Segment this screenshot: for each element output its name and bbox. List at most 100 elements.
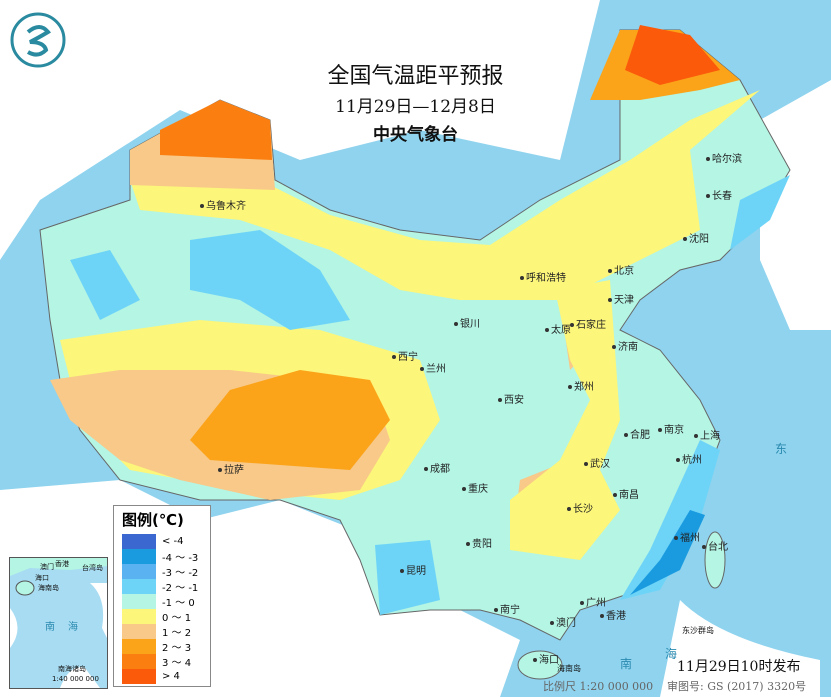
sea-label-sea: 海 <box>665 647 678 661</box>
city-label: 南京 <box>658 421 684 436</box>
legend-label: -3 ～ -2 <box>162 568 199 579</box>
inset-islands: 南海诸岛 <box>58 665 86 673</box>
city-label: 太原 <box>545 321 571 336</box>
legend-swatch <box>122 654 156 669</box>
city-label: 广州 <box>580 594 606 609</box>
legend-swatch <box>122 579 156 594</box>
legend: 图例(℃) < -4 -4 ～ -3 -3 ～ -2 -2 ～ -1 -1 ～ 0 0 ～… <box>113 505 211 687</box>
map-title: 全国气温距平预报 <box>327 64 504 89</box>
city-label: 西宁 <box>392 348 418 363</box>
city-label: 乌鲁木齐 <box>200 197 246 212</box>
zone-0-1-north <box>130 90 760 300</box>
inset-sea: 海 <box>68 622 78 633</box>
city-label: 上海 <box>694 427 720 442</box>
legend-item: -3 ～ -2 <box>122 564 210 579</box>
city-label: 贵阳 <box>466 535 492 550</box>
south-china-sea-inset: 海口 海南岛 台湾岛 香港 澳门 南 海 南海诸岛 1:40 000 000 <box>9 557 108 689</box>
city-label: 郑州 <box>568 378 594 393</box>
legend-swatch <box>122 534 156 549</box>
city-label: 长沙 <box>567 500 593 515</box>
legend-label: 0 ～ 1 <box>162 613 192 624</box>
zone-north-hot <box>160 100 272 160</box>
map-scale: 比例尺 1:20 000 000 <box>543 680 654 693</box>
dongsha-label: 东沙群岛 <box>682 626 714 635</box>
city-label: 天津 <box>608 291 634 306</box>
legend-swatch <box>122 669 156 684</box>
inset-hainan: 海南岛 <box>38 584 59 592</box>
zone-northeast-cold <box>730 175 790 250</box>
foreign-land <box>0 0 600 260</box>
city-label: 南昌 <box>613 486 639 501</box>
city-label: 成都 <box>424 460 450 475</box>
legend-swatch <box>122 639 156 654</box>
city-label: 重庆 <box>462 480 488 495</box>
legend-item: 1 ～ 2 <box>122 624 210 639</box>
cma-logo <box>10 12 66 68</box>
legend-swatch <box>122 549 156 564</box>
legend-item: < -4 <box>122 534 210 549</box>
city-label: 西安 <box>498 391 524 406</box>
city-label: 呼和浩特 <box>520 269 566 284</box>
city-label: 南宁 <box>494 601 520 616</box>
legend-item: 0 ～ 1 <box>122 609 210 624</box>
legend-swatch <box>122 624 156 639</box>
city-label: 沈阳 <box>683 230 709 245</box>
inset-taiwan: 台湾岛 <box>82 564 103 572</box>
city-label: 兰州 <box>420 360 446 375</box>
legend-swatch <box>122 594 156 609</box>
city-label: 银川 <box>454 315 480 330</box>
sea-label-east: 东 <box>775 442 788 456</box>
legend-item: -2 ～ -1 <box>122 579 210 594</box>
city-label: 福州 <box>674 529 700 544</box>
sea-label-south: 南 <box>620 657 633 671</box>
legend-item: -4 ～ -3 <box>122 549 210 564</box>
city-label: 海口 <box>533 651 559 666</box>
inset-haikou: 海口 <box>35 574 49 582</box>
city-label: 杭州 <box>676 451 702 466</box>
zone-2-3-tibet <box>190 370 390 470</box>
legend-item: 3 ～ 4 <box>122 654 210 669</box>
publish-time: 11月29日10时发布 <box>677 659 801 675</box>
city-label: 武汉 <box>584 455 610 470</box>
legend-swatch <box>122 609 156 624</box>
legend-label: 3 ～ 4 <box>162 658 192 669</box>
legend-label: 2 ～ 3 <box>162 643 192 654</box>
city-label: 北京 <box>608 262 634 277</box>
legend-item: 2 ～ 3 <box>122 639 210 654</box>
inset-south: 南 <box>45 622 55 633</box>
city-label: 台北 <box>702 538 728 553</box>
legend-item: > 4 <box>122 669 210 684</box>
legend-label: -2 ～ -1 <box>162 583 199 594</box>
city-label: 长春 <box>706 187 732 202</box>
inset-macau: 澳门 <box>40 563 54 571</box>
legend-item: -1 ～ 0 <box>122 594 210 609</box>
legend-title: 图例(℃) <box>122 511 184 529</box>
legend-swatch <box>122 564 156 579</box>
city-label: 济南 <box>612 338 638 353</box>
date-range: 11月29日—12月8日 <box>335 97 496 117</box>
legend-label: 1 ～ 2 <box>162 628 192 639</box>
approval-number: 审图号: GS (2017) 3320号 <box>667 680 807 693</box>
zone-minus-west <box>70 230 350 330</box>
inset-map <box>10 558 107 688</box>
city-label: 香港 <box>600 607 626 622</box>
zone-southeast-cold <box>375 440 720 615</box>
city-label: 昆明 <box>400 562 426 577</box>
city-label: 拉萨 <box>218 461 244 476</box>
foreign-land-east <box>760 80 831 330</box>
inset-scale: 1:40 000 000 <box>52 675 99 683</box>
city-label: 石家庄 <box>570 316 606 331</box>
issuer: 中央气象台 <box>373 125 458 145</box>
inset-hk: 香港 <box>55 560 69 568</box>
philippines <box>660 600 820 697</box>
zone-central-yellow <box>510 280 620 560</box>
legend-label: -1 ～ 0 <box>162 598 195 609</box>
legend-label: < -4 <box>162 536 184 547</box>
city-label: 哈尔滨 <box>706 150 742 165</box>
legend-label: -4 ～ -3 <box>162 553 199 564</box>
legend-label: > 4 <box>162 671 180 682</box>
zone-northeast-hot <box>625 25 720 85</box>
city-label: 澳门 <box>550 614 576 629</box>
